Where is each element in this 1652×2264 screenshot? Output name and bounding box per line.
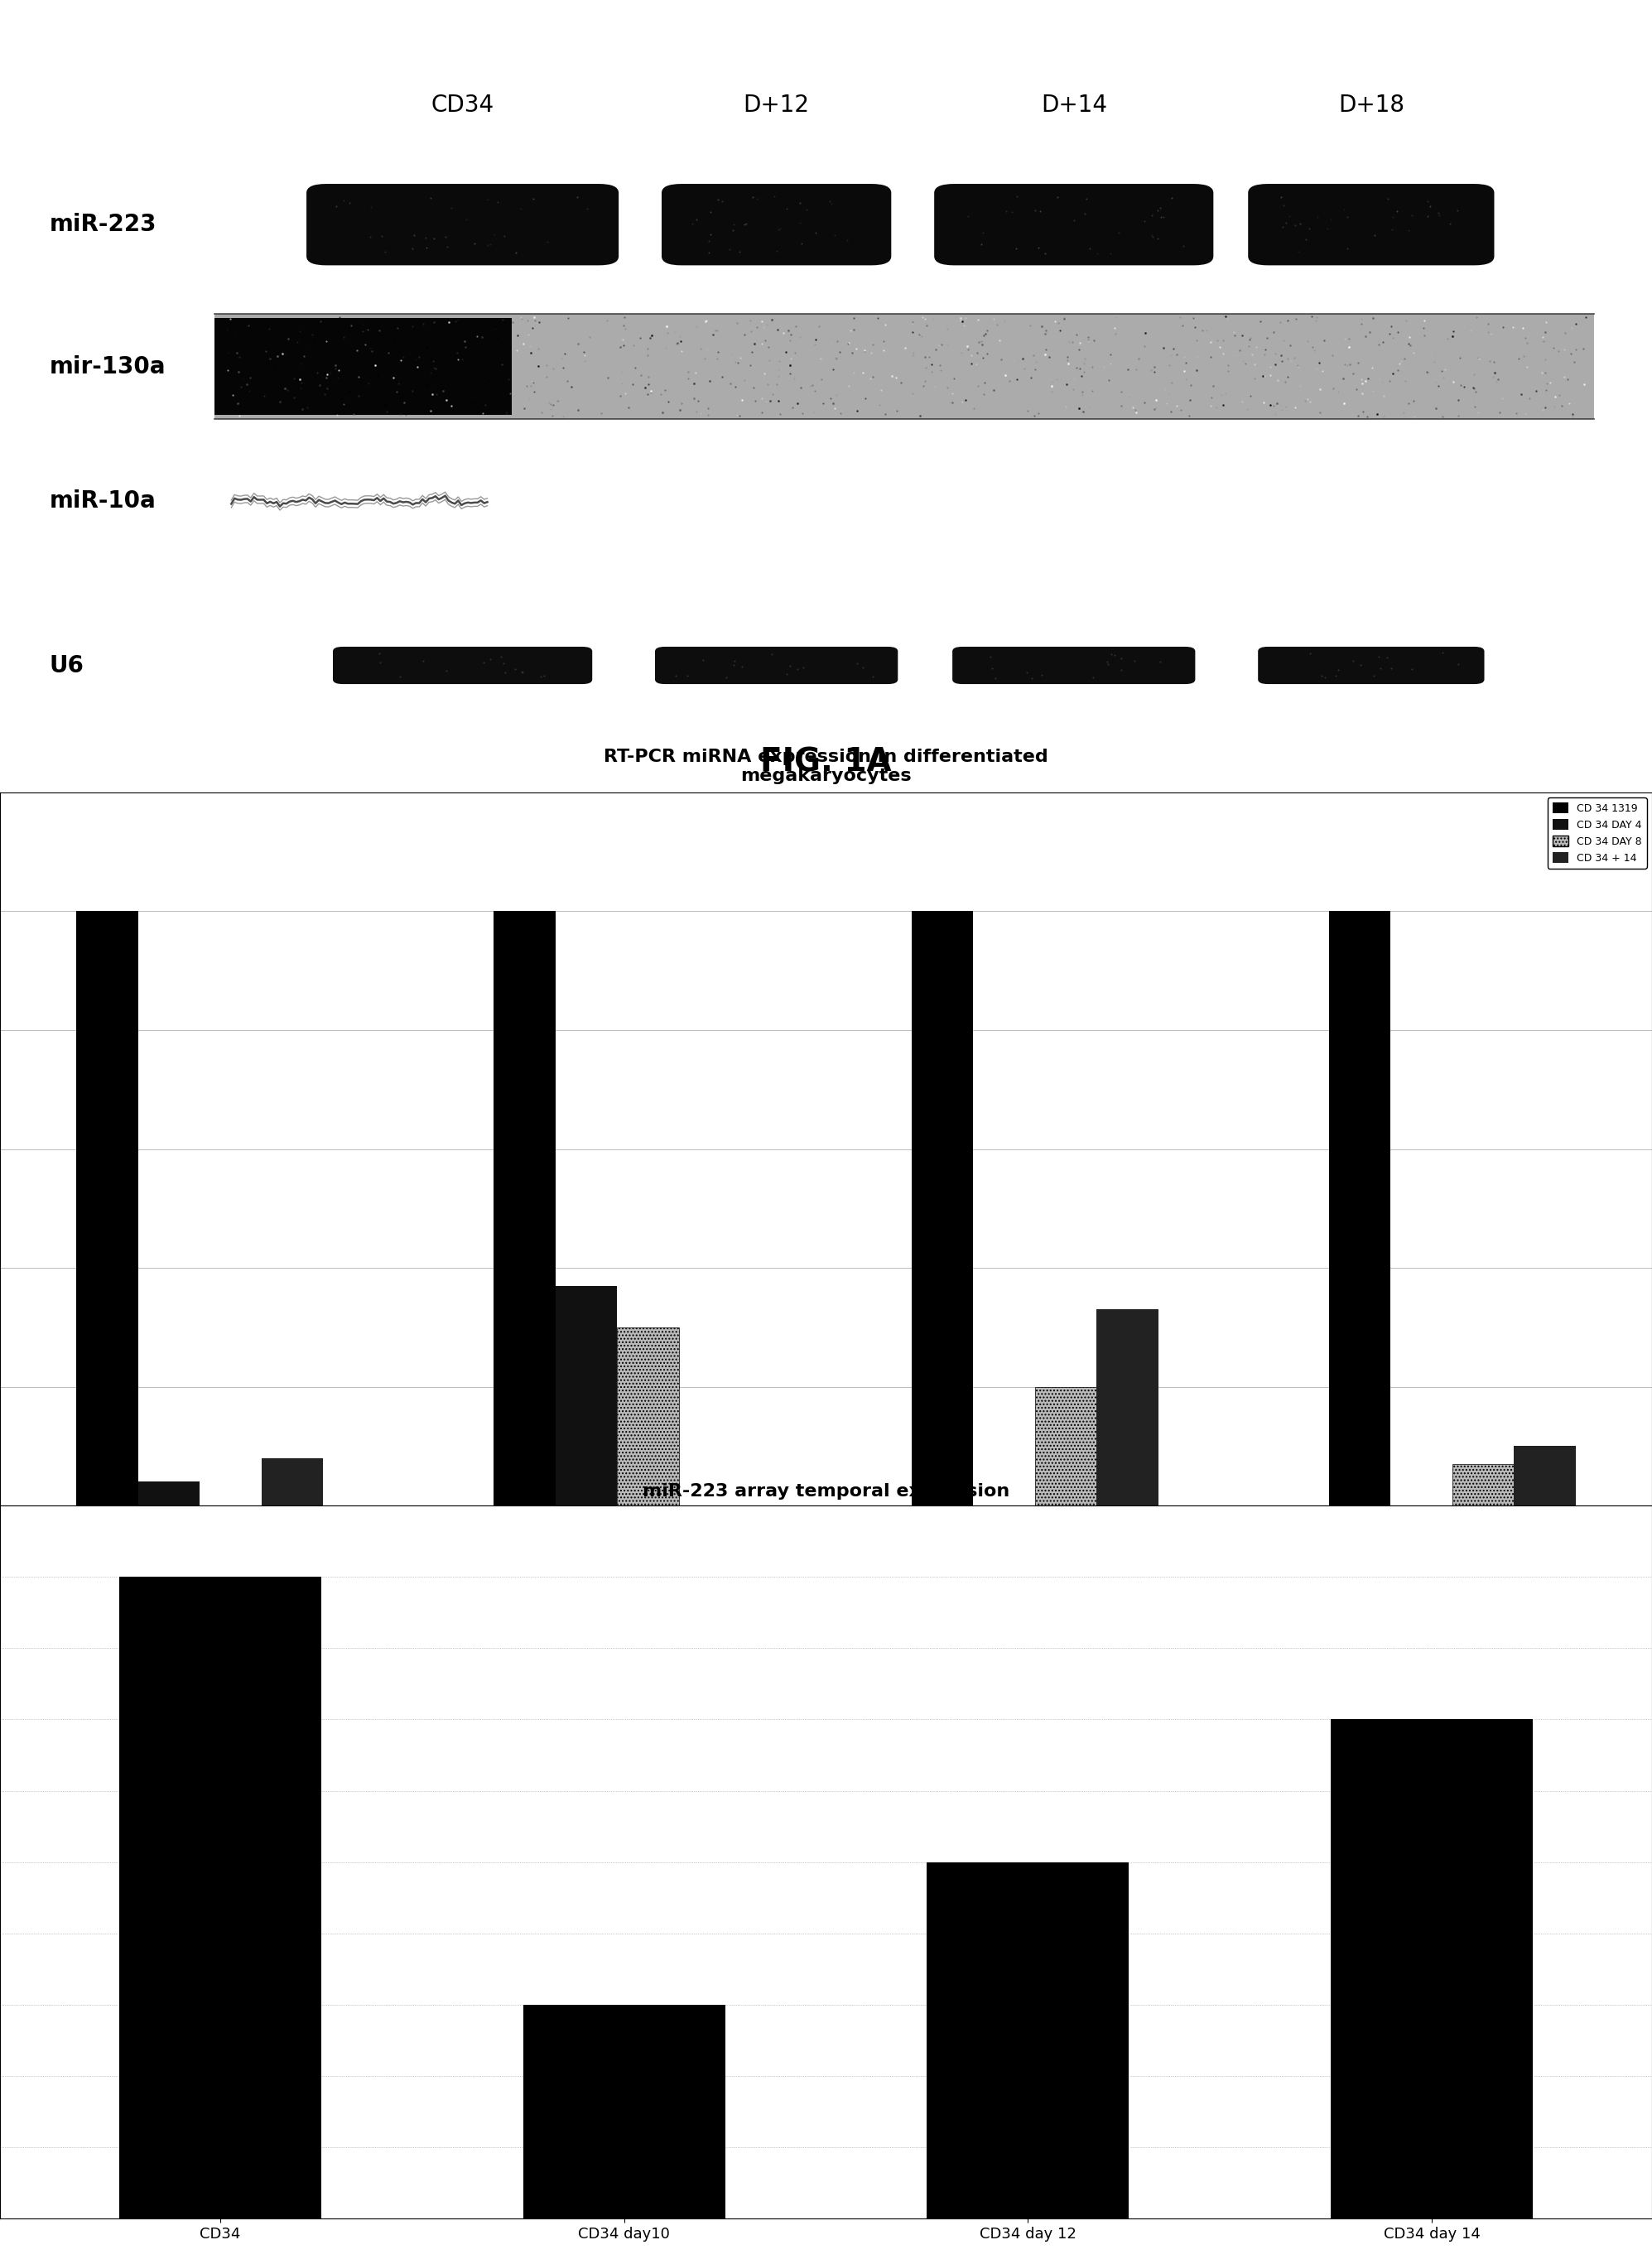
Text: D+14: D+14 xyxy=(1041,93,1107,118)
Text: D+18: D+18 xyxy=(1338,93,1404,118)
Bar xyxy=(1452,1465,1513,1506)
Bar xyxy=(1328,912,1391,1506)
FancyBboxPatch shape xyxy=(334,648,593,684)
Text: U6: U6 xyxy=(50,654,84,677)
Bar xyxy=(119,1578,320,2264)
FancyBboxPatch shape xyxy=(952,648,1196,684)
Title: RT-PCR miRNA expression in differentiated
megakaryocytes: RT-PCR miRNA expression in differentiate… xyxy=(603,749,1049,783)
Bar xyxy=(1513,1447,1576,1506)
Bar xyxy=(555,1286,618,1506)
Bar xyxy=(927,1863,1128,2264)
Bar xyxy=(215,317,512,414)
Text: FIG. 1B: FIG. 1B xyxy=(760,1596,892,1628)
Bar xyxy=(1097,1309,1158,1506)
FancyBboxPatch shape xyxy=(933,183,1213,265)
Bar xyxy=(494,912,555,1506)
FancyBboxPatch shape xyxy=(1259,648,1483,684)
Title: miR-223 array temporal expression: miR-223 array temporal expression xyxy=(643,1483,1009,1499)
FancyBboxPatch shape xyxy=(1249,183,1493,265)
Bar xyxy=(139,1483,200,1506)
Text: miR-10a: miR-10a xyxy=(50,489,157,512)
Text: FIG. 1A: FIG. 1A xyxy=(760,747,892,779)
FancyBboxPatch shape xyxy=(654,648,899,684)
FancyBboxPatch shape xyxy=(307,183,618,265)
Text: D+12: D+12 xyxy=(743,93,809,118)
Bar xyxy=(261,1458,324,1506)
Bar xyxy=(912,912,973,1506)
Bar xyxy=(618,1327,679,1506)
Bar xyxy=(215,315,1594,419)
Bar xyxy=(1332,1721,1533,2264)
FancyBboxPatch shape xyxy=(661,183,892,265)
Text: miR-223: miR-223 xyxy=(50,213,157,235)
Bar xyxy=(524,2006,725,2264)
Bar xyxy=(76,912,139,1506)
Text: CD34: CD34 xyxy=(431,93,494,118)
Bar xyxy=(1034,1386,1097,1506)
Text: mir-130a: mir-130a xyxy=(50,355,165,378)
Legend: CD 34 1319, CD 34 DAY 4, CD 34 DAY 8, CD 34 + 14: CD 34 1319, CD 34 DAY 4, CD 34 DAY 8, CD… xyxy=(1548,797,1647,869)
